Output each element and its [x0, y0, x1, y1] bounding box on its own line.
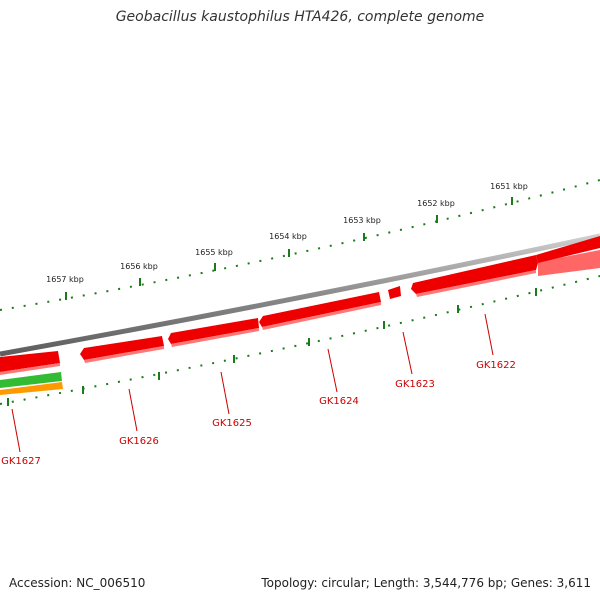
- gene-arrow-gk1622[interactable]: [411, 255, 538, 294]
- gene-arrow-gk1626[interactable]: [80, 336, 164, 360]
- gene-label-connectors: [11, 313, 494, 453]
- gene-label-gk1623[interactable]: GK1623: [395, 379, 435, 390]
- gene-label-gk1627[interactable]: GK1627: [1, 456, 41, 467]
- gene-arrow-right-edge-shadow: [538, 250, 600, 276]
- tick-label-1654: 1654 kbp: [269, 232, 307, 241]
- gene-arrow-right-edge[interactable]: [536, 236, 600, 263]
- kbp-ticks: 1651 kbp 1652 kbp 1653 kbp 1654 kbp 1655…: [46, 182, 528, 300]
- genome-backbone: [0, 233, 600, 357]
- gene-arrow-gk1627[interactable]: [0, 351, 60, 372]
- gene-arrow-gk1622-shadow: [416, 270, 536, 297]
- tick-label-1652: 1652 kbp: [417, 199, 455, 208]
- gene-arrow-gk1627-shadow: [0, 363, 60, 375]
- gene-arrow-gk1624[interactable]: [259, 292, 381, 327]
- gene-label-gk1622[interactable]: GK1622: [476, 360, 516, 371]
- tick-label-1656: 1656 kbp: [120, 262, 158, 271]
- gene-label-gk1626[interactable]: GK1626: [119, 436, 159, 447]
- gene-arrow-gk1625[interactable]: [168, 318, 259, 344]
- tick-label-1657: 1657 kbp: [46, 275, 84, 284]
- genome-summary-text: Topology: circular; Length: 3,544,776 bp…: [261, 576, 591, 590]
- gene-arrow-gk1624-shadow: [262, 302, 381, 330]
- tick-label-1653: 1653 kbp: [343, 216, 381, 225]
- gene-track[interactable]: [0, 236, 600, 375]
- gene-label-gk1624[interactable]: GK1624: [319, 396, 359, 407]
- inner-ticks: [7, 288, 537, 406]
- outer-scale: [0, 179, 600, 311]
- tick-label-1655: 1655 kbp: [195, 248, 233, 257]
- orange-track: [0, 382, 63, 395]
- gene-label-gk1625[interactable]: GK1625: [212, 418, 252, 429]
- gene-arrow-gk1626-shadow: [84, 346, 164, 363]
- gene-arrow-gk1625-shadow: [171, 328, 259, 347]
- tick-label-1651: 1651 kbp: [490, 182, 528, 191]
- green-track: [0, 372, 62, 388]
- accession-text: Accession: NC_006510: [9, 576, 146, 590]
- gene-arrow-gk1623[interactable]: [388, 286, 401, 299]
- feature-tracks: [0, 372, 63, 395]
- gene-labels: GK1622 GK1623 GK1624 GK1625 GK1626 GK162…: [1, 360, 516, 467]
- map-title: Geobacillus kaustophilus HTA426, complet…: [115, 9, 485, 25]
